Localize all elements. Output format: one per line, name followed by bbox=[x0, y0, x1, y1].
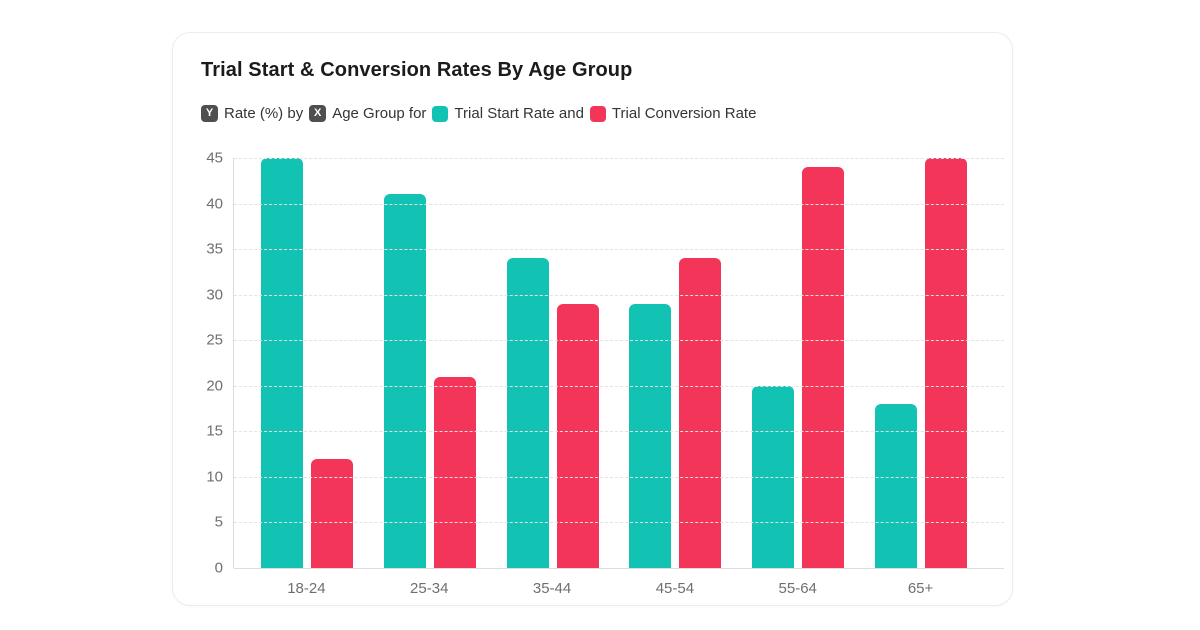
legend-label-series2: Trial Conversion Rate bbox=[611, 105, 757, 122]
x-axis-baseline bbox=[234, 568, 1004, 569]
bar-group bbox=[261, 158, 354, 568]
gridline bbox=[234, 522, 1004, 524]
x-tick-label: 65+ bbox=[907, 580, 934, 597]
y-tick-label: 20 bbox=[206, 377, 223, 395]
bar-trial-conversion-rate bbox=[556, 303, 599, 568]
y-axis-labels: 0 5 10 15 20 25 30 35 40 45 bbox=[201, 150, 233, 577]
chart-subtitle: Y Rate (%) by X Age Group for Trial Star… bbox=[201, 103, 1004, 124]
gridline bbox=[234, 476, 1004, 478]
x-axis-description: Age Group for bbox=[332, 105, 427, 122]
y-tick-label: 10 bbox=[206, 468, 223, 486]
bar-trial-conversion-rate bbox=[311, 458, 354, 568]
gridline bbox=[234, 340, 1004, 342]
gridline bbox=[234, 249, 1004, 251]
legend-swatch-series1-icon bbox=[432, 105, 449, 122]
x-tick-label: 25-34 bbox=[410, 580, 449, 597]
gridline bbox=[234, 294, 1004, 296]
bar-group bbox=[383, 158, 476, 568]
bar-trial-conversion-rate bbox=[679, 258, 722, 568]
bar-trial-start-rate bbox=[506, 258, 549, 568]
bar-trial-conversion-rate bbox=[433, 376, 476, 568]
y-tick-label: 15 bbox=[206, 422, 223, 440]
y-tick-label: 35 bbox=[206, 240, 223, 258]
legend-swatch-series2-icon bbox=[589, 105, 606, 122]
y-tick-label: 25 bbox=[206, 331, 223, 349]
y-tick-label: 0 bbox=[214, 559, 223, 577]
gridline bbox=[234, 431, 1004, 433]
y-axis-badge-icon: Y bbox=[201, 105, 218, 122]
y-tick-label: 5 bbox=[214, 513, 223, 531]
bar-trial-start-rate bbox=[629, 303, 672, 568]
y-axis-description: Rate (%) by bbox=[224, 105, 304, 122]
x-axis-spacer bbox=[201, 580, 233, 597]
bar-group bbox=[506, 158, 599, 568]
x-axis-row: 18-24 25-34 35-44 45-54 55-64 65+ bbox=[201, 580, 1004, 597]
y-tick-label: 30 bbox=[206, 286, 223, 304]
x-tick-label: 45-54 bbox=[655, 580, 695, 597]
bar-group bbox=[629, 158, 722, 568]
bar-group bbox=[751, 158, 844, 568]
chart-title: Trial Start & Conversion Rates By Age Gr… bbox=[201, 59, 633, 81]
x-tick-label: 55-64 bbox=[778, 580, 817, 597]
x-tick-label: 18-24 bbox=[287, 580, 326, 597]
x-axis-badge-icon: X bbox=[309, 105, 327, 122]
bar-trial-conversion-rate bbox=[924, 158, 967, 568]
x-tick-label: 35-44 bbox=[532, 580, 572, 597]
bar-group bbox=[874, 158, 967, 568]
bar-trial-start-rate bbox=[261, 158, 304, 568]
gridline bbox=[234, 203, 1004, 205]
legend-label-series1: Trial Start Rate and bbox=[454, 105, 584, 122]
chart-area: 0 5 10 15 20 25 30 35 40 45 bbox=[201, 150, 1004, 577]
bar-trial-start-rate bbox=[383, 194, 426, 568]
bar-trial-start-rate bbox=[874, 404, 917, 568]
bars-container bbox=[234, 158, 1004, 568]
plot-area bbox=[233, 158, 1004, 569]
y-tick-label: 45 bbox=[206, 149, 223, 167]
x-axis-labels: 18-24 25-34 35-44 45-54 55-64 65+ bbox=[233, 580, 1004, 597]
gridline bbox=[234, 385, 1004, 387]
chart-card: Trial Start & Conversion Rates By Age Gr… bbox=[172, 32, 1013, 606]
bar-trial-conversion-rate bbox=[801, 167, 844, 568]
gridline bbox=[234, 158, 1004, 159]
y-tick-label: 40 bbox=[206, 195, 223, 213]
